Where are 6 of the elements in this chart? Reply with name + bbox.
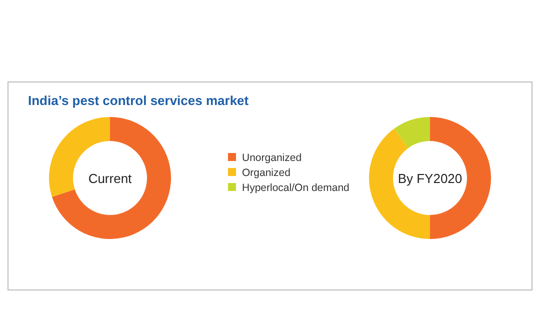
legend-label: Unorganized — [242, 152, 302, 164]
slice-label: By FY2020 — [398, 171, 462, 186]
legend-label: Hyperlocal/On demand — [242, 182, 350, 194]
chart-title: India’s pest control services market — [28, 93, 250, 108]
slice-label: Current — [88, 171, 132, 186]
legend-label: Organized — [242, 167, 291, 179]
